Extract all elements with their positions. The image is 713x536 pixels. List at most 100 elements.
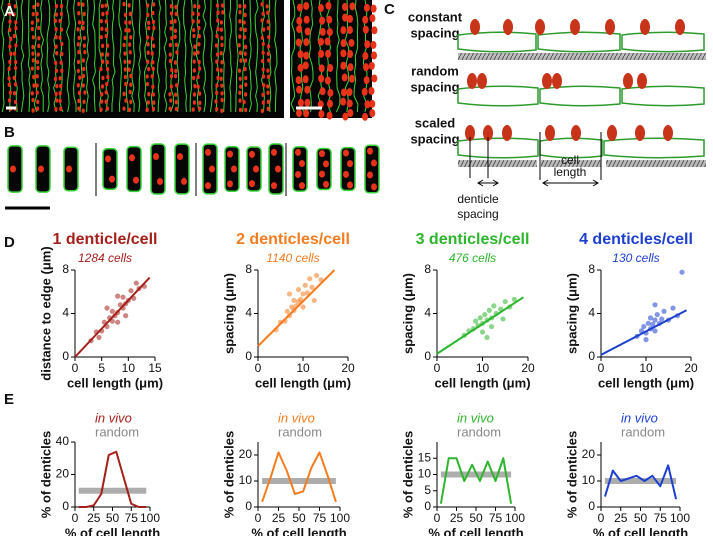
denticle bbox=[502, 125, 512, 141]
legend-label: random bbox=[278, 424, 322, 439]
denticle bbox=[215, 83, 219, 88]
denticle bbox=[467, 73, 477, 89]
denticle bbox=[318, 37, 325, 46]
denticle bbox=[104, 27, 108, 32]
cell-outline bbox=[189, 0, 193, 112]
denticle bbox=[31, 97, 35, 103]
denticle bbox=[78, 20, 82, 25]
y-tick-label: 10 bbox=[582, 473, 596, 487]
denticle bbox=[319, 87, 326, 96]
denticle bbox=[8, 44, 12, 49]
denticle bbox=[82, 35, 87, 41]
denticle bbox=[362, 63, 369, 72]
cell-outline bbox=[267, 0, 272, 113]
denticle bbox=[55, 83, 59, 89]
denticle bbox=[303, 1, 310, 10]
denticle bbox=[304, 85, 311, 94]
denticle bbox=[265, 4, 269, 9]
data-point bbox=[645, 320, 651, 326]
denticle bbox=[349, 2, 356, 11]
denticle bbox=[362, 25, 369, 34]
denticle bbox=[319, 16, 326, 25]
data-point bbox=[120, 294, 126, 300]
panel-label: B bbox=[4, 124, 15, 141]
data-point bbox=[109, 308, 115, 314]
denticle bbox=[299, 159, 305, 167]
denticle bbox=[174, 106, 178, 112]
denticle bbox=[371, 74, 378, 83]
denticle bbox=[238, 76, 242, 81]
denticle bbox=[346, 26, 353, 35]
denticle bbox=[192, 59, 196, 64]
cell-outline bbox=[274, 0, 278, 113]
denticle bbox=[174, 11, 178, 17]
y-tick-label: 0 bbox=[424, 499, 431, 513]
denticle bbox=[318, 64, 325, 73]
cell-outline bbox=[125, 0, 129, 112]
denticle bbox=[54, 27, 58, 32]
cell-outline bbox=[457, 31, 537, 53]
legend-label: in vivo bbox=[621, 410, 658, 425]
denticle bbox=[151, 92, 155, 97]
denticle bbox=[100, 92, 104, 97]
fit-line bbox=[436, 296, 524, 355]
denticle bbox=[129, 35, 133, 40]
denticle bbox=[123, 74, 128, 80]
denticle bbox=[128, 50, 132, 55]
cell-outline bbox=[0, 0, 5, 113]
denticle bbox=[36, 99, 40, 105]
fit-line bbox=[74, 276, 151, 358]
denticle bbox=[362, 51, 369, 60]
chart-subtitle: 476 cells bbox=[449, 251, 496, 265]
denticle bbox=[173, 73, 178, 79]
denticle bbox=[260, 2, 264, 7]
denticle bbox=[145, 81, 150, 87]
denticle bbox=[363, 76, 370, 85]
cell-outline bbox=[195, 0, 200, 113]
denticle bbox=[35, 106, 40, 111]
denticle bbox=[30, 91, 34, 96]
ruler bbox=[458, 160, 537, 167]
denticle bbox=[369, 14, 376, 23]
denticle bbox=[266, 68, 270, 73]
x-tick-label: 75 bbox=[654, 511, 668, 525]
denticle bbox=[261, 11, 265, 16]
denticle bbox=[124, 20, 128, 25]
denticle bbox=[327, 64, 334, 73]
denticle bbox=[7, 98, 12, 103]
denticle bbox=[53, 18, 57, 24]
denticle bbox=[637, 73, 647, 89]
denticle bbox=[31, 108, 35, 113]
denticle bbox=[295, 171, 301, 179]
in-vivo-line bbox=[439, 457, 513, 504]
denticle bbox=[173, 28, 178, 34]
row-label: random bbox=[411, 63, 459, 78]
x-axis-label: cell length (μm) bbox=[67, 375, 163, 390]
denticle bbox=[371, 159, 377, 167]
denticle bbox=[104, 90, 108, 95]
y-tick-label: 20 bbox=[582, 447, 596, 461]
denticle bbox=[60, 41, 64, 47]
denticle bbox=[77, 90, 82, 96]
y-axis-label: spacing (μm) bbox=[221, 273, 236, 354]
denticle bbox=[122, 106, 126, 111]
denticle bbox=[14, 59, 18, 65]
denticle bbox=[216, 67, 220, 72]
denticle bbox=[266, 51, 270, 56]
denticle bbox=[58, 76, 62, 81]
denticle bbox=[219, 51, 223, 56]
denticle bbox=[150, 51, 154, 56]
denticle bbox=[100, 3, 104, 9]
denticle bbox=[128, 20, 132, 25]
denticle bbox=[170, 67, 174, 73]
denticle bbox=[296, 85, 303, 94]
denticle bbox=[129, 154, 135, 162]
data-point bbox=[115, 293, 121, 299]
y-tick-label: 5 bbox=[424, 483, 431, 497]
denticle bbox=[219, 76, 223, 81]
denticle bbox=[66, 165, 72, 173]
x-tick-label: 10 bbox=[122, 361, 136, 375]
denticle bbox=[55, 98, 59, 103]
denticle bbox=[253, 165, 259, 173]
denticle bbox=[238, 90, 242, 95]
